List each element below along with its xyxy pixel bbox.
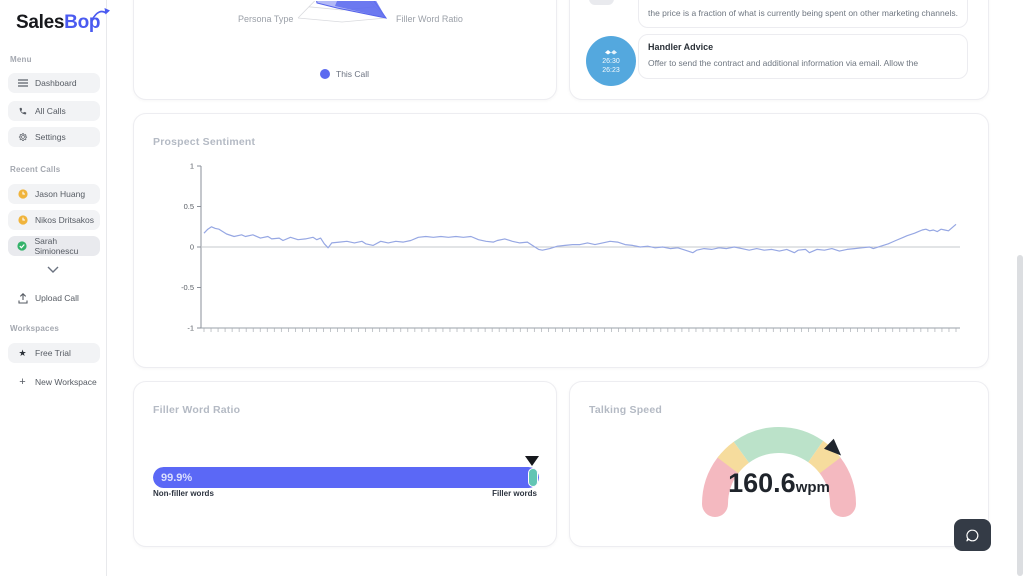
talking-speed-card: Talking Speed 160.6wpm xyxy=(569,381,989,547)
wpm-unit: wpm xyxy=(795,479,830,496)
logo-arrow-icon xyxy=(91,8,111,21)
recent-call-nikos-dritsakos[interactable]: Nikos Dritsakos xyxy=(8,210,100,230)
handler-advice-bubble: Handler Advice Offer to send the contrac… xyxy=(638,34,968,79)
non-filler-words-label: Non-filler words xyxy=(153,489,214,498)
legend-dot-icon xyxy=(320,69,330,79)
main-content: Persona Type Filler Word Ratio This Call… xyxy=(107,0,1024,576)
sidebar-item-label: Settings xyxy=(35,132,66,142)
upload-call-label: Upload Call xyxy=(35,293,79,303)
sidebar: SalesBop Menu Dashboard All Calls Settin… xyxy=(0,0,111,576)
sidebar-item-all-calls[interactable]: All Calls xyxy=(8,101,100,121)
non-filler-percentage: 99.9% xyxy=(161,471,193,484)
workspace-name: Free Trial xyxy=(35,348,71,358)
recent-call-name: Jason Huang xyxy=(35,189,86,199)
non-filler-bar-segment: 99.9% xyxy=(153,467,539,488)
pending-status-icon xyxy=(17,215,28,225)
sidebar-item-dashboard[interactable]: Dashboard xyxy=(8,73,100,93)
speaker-avatar xyxy=(589,0,614,5)
brand-name-primary: Sales xyxy=(16,12,65,33)
brand-name-accent: Bop xyxy=(64,12,101,33)
upload-icon xyxy=(17,292,28,304)
expand-recent-calls-button[interactable] xyxy=(47,266,59,273)
svg-text:1: 1 xyxy=(190,162,194,171)
recent-call-sarah-simionescu[interactable]: Sarah Simionescu xyxy=(8,236,100,256)
handler-advice-title: Handler Advice xyxy=(648,42,714,52)
svg-text:-0.5: -0.5 xyxy=(181,283,194,292)
chat-launcher-button[interactable] xyxy=(954,519,991,551)
transcript-message-text: the price is a fraction of what is curre… xyxy=(648,8,958,18)
plus-icon: + xyxy=(19,376,26,388)
filler-words-label: Filler words xyxy=(492,489,537,498)
pending-status-icon xyxy=(17,189,28,199)
handler-advice-text: Offer to send the contract and additiona… xyxy=(648,58,919,68)
handler-advice-avatar: 26:30 26:23 xyxy=(586,36,636,86)
radar-series-fill xyxy=(335,1,386,18)
transcript-message-bubble: the price is a fraction of what is curre… xyxy=(638,0,968,28)
filler-card-title: Filler Word Ratio xyxy=(153,404,241,416)
star-icon: ★ xyxy=(18,347,27,358)
recent-call-jason-huang[interactable]: Jason Huang xyxy=(8,184,100,204)
brand-logo: SalesBop xyxy=(16,8,111,34)
radar-axis-persona-type: Persona Type xyxy=(238,14,294,24)
persona-radar-card: Persona Type Filler Word Ratio This Call xyxy=(133,0,557,100)
phone-icon xyxy=(17,106,28,116)
vertical-scrollbar[interactable] xyxy=(1017,255,1023,576)
menu-icon xyxy=(17,79,28,87)
chat-bubble-icon xyxy=(966,529,979,541)
new-workspace-button[interactable]: + New Workspace xyxy=(8,372,100,392)
filler-bar-segment xyxy=(528,468,538,487)
handshake-icon xyxy=(605,49,617,54)
sentiment-line-chart: 1 0.5 0 -0.5 -1 xyxy=(181,162,960,333)
radar-legend: This Call xyxy=(320,69,369,79)
recent-calls-section-label: Recent Calls xyxy=(10,165,61,174)
menu-section-label: Menu xyxy=(10,55,32,64)
advice-timestamp-end: 26:23 xyxy=(602,66,620,74)
prospect-sentiment-card: Prospect Sentiment 1 0.5 0 -0.5 -1 xyxy=(133,113,989,368)
filler-word-ratio-card: Filler Word Ratio 99.9% Non-filler words… xyxy=(133,381,557,547)
new-workspace-label: New Workspace xyxy=(35,377,97,387)
sidebar-item-label: All Calls xyxy=(35,106,66,116)
recent-call-name: Sarah Simionescu xyxy=(34,236,79,256)
radar-axis-filler-word-ratio: Filler Word Ratio xyxy=(396,14,463,24)
svg-text:0: 0 xyxy=(190,243,194,252)
svg-text:-1: -1 xyxy=(187,324,194,333)
workspaces-section-label: Workspaces xyxy=(10,324,59,333)
speed-card-title: Talking Speed xyxy=(589,404,663,416)
radar-chart xyxy=(297,1,388,23)
gear-icon xyxy=(17,132,28,142)
workspace-item-free-trial[interactable]: ★ Free Trial xyxy=(8,343,100,363)
filler-ratio-bar: 99.9% xyxy=(153,467,539,488)
svg-text:0.5: 0.5 xyxy=(184,202,194,211)
wpm-number: 160.6 xyxy=(728,468,796,498)
sidebar-item-settings[interactable]: Settings xyxy=(8,127,100,147)
sidebar-item-label: Dashboard xyxy=(35,78,77,88)
talking-speed-value: 160.6wpm xyxy=(680,468,878,499)
chevron-down-icon xyxy=(47,266,59,273)
coaching-advice-card: the price is a fraction of what is curre… xyxy=(569,0,989,100)
filler-marker-icon xyxy=(525,456,539,466)
upload-call-button[interactable]: Upload Call xyxy=(8,288,100,308)
sentiment-card-title: Prospect Sentiment xyxy=(153,136,256,148)
recent-call-name: Nikos Dritsakos xyxy=(35,215,95,225)
complete-status-icon xyxy=(17,241,27,251)
legend-label: This Call xyxy=(336,69,370,79)
advice-timestamp-start: 26:30 xyxy=(602,57,620,65)
talking-speed-gauge xyxy=(702,427,856,517)
